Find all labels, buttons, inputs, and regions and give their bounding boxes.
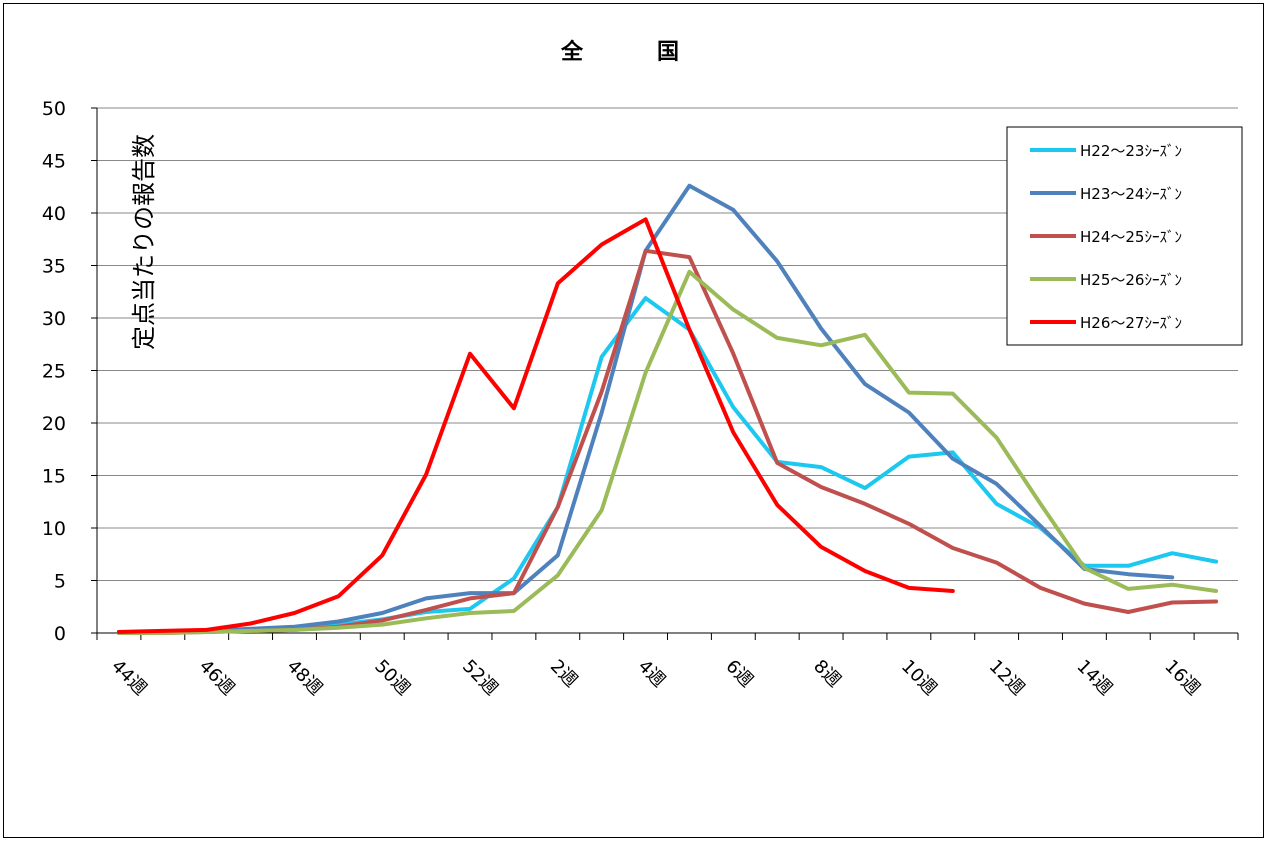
y-tick-label-5: 5 [54,571,66,593]
chart-title: 全 国 [560,39,705,65]
y-axis-label: 定点当たりの報告数 [130,134,158,350]
legend-label-4: H25～26ｼｰｽﾞﾝ [1080,271,1182,289]
y-tick-label-40: 40 [42,203,66,225]
y-tick-label-25: 25 [42,361,66,383]
y-tick-label-0: 0 [54,623,66,645]
series-line-4 [116,269,1219,635]
y-tick-label-35: 35 [42,256,66,278]
legend-label-1: H22～23ｼｰｽﾞﾝ [1080,142,1182,160]
y-tick-label-15: 15 [42,466,66,488]
y-tick-label-45: 45 [42,151,66,173]
y-tick-label-50: 50 [42,98,66,120]
legend-label-2: H23～24ｼｰｽﾞﾝ [1080,185,1182,203]
y-tick-label-30: 30 [42,308,66,330]
y-tick-label-10: 10 [42,518,66,540]
series-line-5 [116,217,955,634]
legend-label-3: H24～25ｼｰｽﾞﾝ [1080,228,1182,246]
y-tick-label-20: 20 [42,413,66,435]
legend-label-5: H26～27ｼｰｽﾞﾝ [1080,314,1182,332]
